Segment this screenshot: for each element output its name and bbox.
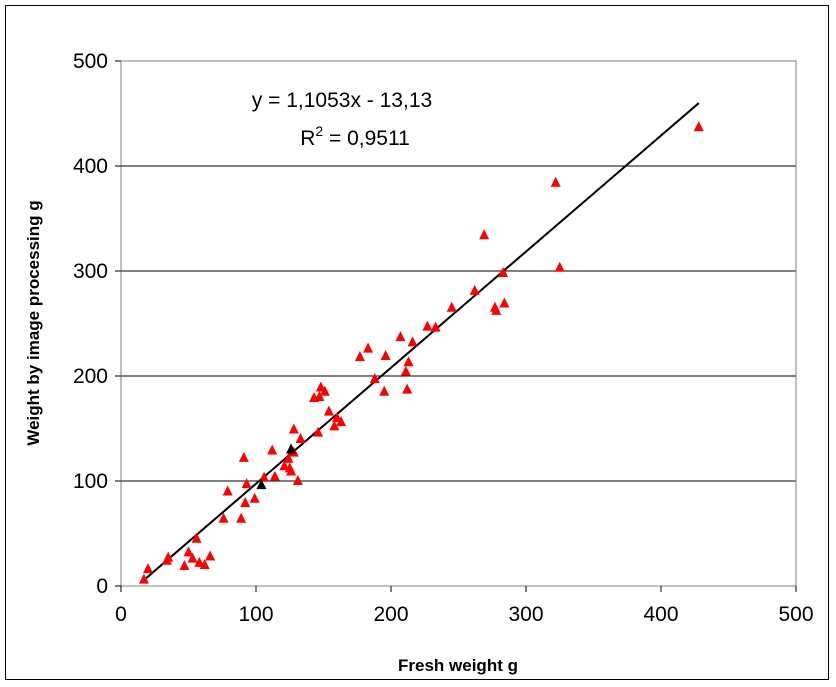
data-point: [183, 546, 194, 557]
x-tick-label: 400: [643, 603, 678, 626]
data-point: [286, 465, 297, 476]
data-point: [402, 383, 413, 394]
x-tick-label: 100: [238, 603, 273, 626]
data-point: [693, 121, 704, 132]
data-point: [199, 558, 210, 569]
data-point-highlight: [286, 443, 297, 454]
data-point: [222, 485, 233, 496]
data-point-highlight: [256, 479, 267, 490]
data-point: [314, 390, 325, 401]
data-point: [205, 550, 216, 561]
data-point: [138, 573, 149, 584]
r2-value: = 0,9511: [323, 127, 410, 150]
data-point: [469, 284, 480, 295]
data-point: [288, 423, 299, 434]
data-point: [403, 356, 414, 367]
trendline: [143, 102, 700, 581]
y-tick-label: 400: [73, 155, 108, 178]
data-point: [446, 301, 457, 312]
y-axis-title: Weight by image processing g: [24, 200, 43, 445]
data-point: [187, 552, 198, 563]
data-points: [138, 121, 704, 584]
data-point: [249, 492, 260, 503]
y-tick-label: 100: [73, 470, 108, 493]
data-point: [323, 405, 334, 416]
data-point: [422, 320, 433, 331]
y-tick-label: 200: [73, 365, 108, 388]
r2-prefix: R: [300, 127, 315, 150]
data-point: [336, 416, 347, 427]
data-point: [259, 471, 270, 482]
gridlines: [121, 165, 796, 482]
data-point: [491, 304, 502, 315]
y-tick-label: 500: [73, 50, 108, 73]
data-point: [430, 321, 441, 332]
data-point: [218, 512, 229, 523]
data-point: [191, 532, 202, 543]
data-point: [179, 560, 190, 570]
r2-superscript: 2: [315, 123, 323, 139]
data-point: [354, 351, 365, 362]
x-tick-label: 200: [373, 603, 408, 626]
data-point: [236, 512, 247, 523]
data-point: [499, 297, 510, 308]
data-point: [269, 470, 280, 481]
data-point: [161, 554, 172, 565]
data-point: [407, 336, 418, 347]
y-tick-label: 300: [73, 260, 108, 283]
data-point: [554, 261, 565, 272]
data-point: [319, 385, 330, 396]
data-point: [238, 451, 249, 462]
trendline-equation: y = 1,1053x - 13,13: [252, 89, 432, 112]
data-point: [363, 342, 374, 353]
data-point: [395, 331, 406, 342]
data-point: [240, 497, 251, 507]
data-point: [295, 432, 306, 443]
x-tick-label: 0: [115, 603, 127, 626]
data-point: [143, 563, 153, 574]
data-point: [400, 365, 411, 376]
data-point: [329, 420, 340, 431]
data-point: [279, 460, 290, 471]
data-point: [283, 452, 294, 463]
data-point: [379, 385, 390, 396]
plot-area-border: [120, 60, 797, 587]
y-tick-label: 0: [96, 575, 108, 598]
data-point: [380, 350, 391, 360]
data-point: [498, 267, 509, 278]
x-tick-label: 300: [508, 603, 543, 626]
data-point: [313, 426, 324, 437]
y-axis-ticks: 0 100 200 300 400 500: [73, 50, 121, 598]
data-point: [292, 474, 303, 485]
x-axis-title: Fresh weight g: [398, 656, 518, 675]
x-tick-label: 500: [778, 603, 813, 626]
data-point: [267, 444, 278, 455]
data-point: [241, 478, 252, 489]
r-squared-label: R2 = 0,9511: [300, 123, 410, 150]
data-point: [194, 556, 205, 567]
data-point: [550, 176, 561, 187]
data-point: [479, 229, 490, 240]
x-axis-ticks: 0 100 200 300 400 500: [115, 586, 814, 626]
chart-frame: [5, 5, 829, 680]
data-point: [369, 373, 380, 384]
